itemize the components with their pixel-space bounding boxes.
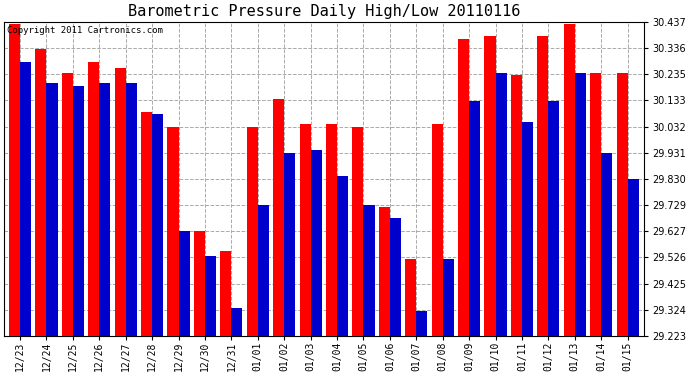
Bar bbox=[364, 205, 375, 336]
Bar bbox=[231, 308, 242, 336]
Bar bbox=[469, 101, 480, 336]
Bar bbox=[99, 83, 110, 336]
Bar bbox=[443, 259, 454, 336]
Bar bbox=[88, 62, 99, 336]
Bar bbox=[115, 68, 126, 336]
Bar bbox=[46, 83, 57, 336]
Bar bbox=[522, 122, 533, 336]
Bar bbox=[62, 73, 73, 336]
Bar bbox=[628, 179, 639, 336]
Bar bbox=[564, 24, 575, 336]
Bar bbox=[126, 83, 137, 336]
Bar bbox=[141, 111, 152, 336]
Bar bbox=[432, 124, 443, 336]
Bar bbox=[20, 62, 31, 336]
Bar bbox=[353, 127, 364, 336]
Bar bbox=[9, 24, 20, 336]
Bar bbox=[511, 75, 522, 336]
Bar bbox=[220, 251, 231, 336]
Bar bbox=[337, 176, 348, 336]
Bar bbox=[258, 205, 269, 336]
Bar bbox=[73, 86, 84, 336]
Bar bbox=[168, 127, 179, 336]
Title: Barometric Pressure Daily High/Low 20110116: Barometric Pressure Daily High/Low 20110… bbox=[128, 4, 520, 19]
Bar bbox=[495, 73, 506, 336]
Bar bbox=[484, 36, 495, 336]
Bar bbox=[458, 39, 469, 336]
Bar bbox=[194, 231, 205, 336]
Bar bbox=[405, 259, 416, 336]
Bar bbox=[205, 256, 216, 336]
Bar bbox=[152, 114, 164, 336]
Text: Copyright 2011 Cartronics.com: Copyright 2011 Cartronics.com bbox=[8, 26, 164, 35]
Bar bbox=[601, 153, 612, 336]
Bar bbox=[299, 124, 310, 336]
Bar bbox=[273, 99, 284, 336]
Bar bbox=[538, 36, 549, 336]
Bar bbox=[284, 153, 295, 336]
Bar bbox=[617, 73, 628, 336]
Bar bbox=[590, 73, 601, 336]
Bar bbox=[390, 217, 401, 336]
Bar bbox=[247, 127, 258, 336]
Bar bbox=[549, 101, 560, 336]
Bar bbox=[379, 207, 390, 336]
Bar bbox=[179, 231, 190, 336]
Bar bbox=[416, 311, 427, 336]
Bar bbox=[310, 150, 322, 336]
Bar bbox=[326, 124, 337, 336]
Bar bbox=[35, 50, 46, 336]
Bar bbox=[575, 73, 586, 336]
